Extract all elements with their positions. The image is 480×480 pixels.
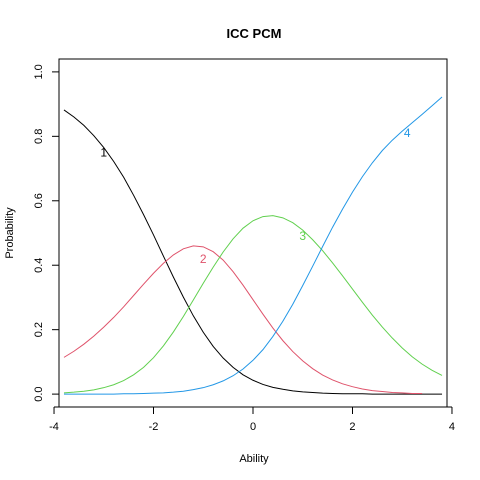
chart-title: ICC PCM <box>227 26 282 41</box>
y-tick-label: 0.2 <box>33 322 45 337</box>
series-line-3 <box>63 215 443 394</box>
x-tick-label: -4 <box>49 421 59 433</box>
series-line-1 <box>63 109 443 395</box>
x-tick-label: 0 <box>250 421 256 433</box>
x-tick-label: 2 <box>349 421 355 433</box>
series-label-2: 2 <box>200 252 207 266</box>
series-line-4 <box>63 96 443 395</box>
y-tick-label: 0.0 <box>33 386 45 401</box>
x-axis: -4 -2 0 2 4 <box>49 406 455 433</box>
series-line-2 <box>63 245 423 394</box>
x-tick-label: 4 <box>449 421 455 433</box>
y-tick-label: 0.4 <box>33 258 45 273</box>
y-axis: 0.0 0.2 0.4 0.6 0.8 1.0 <box>33 64 60 402</box>
x-tick-label: -2 <box>149 421 159 433</box>
series-label-3: 3 <box>299 229 306 243</box>
y-axis-label: Probability <box>4 207 16 259</box>
y-tick-label: 1.0 <box>33 64 45 79</box>
y-tick-label: 0.6 <box>33 193 45 208</box>
plot-frame <box>58 58 448 408</box>
series-label-1: 1 <box>100 145 107 159</box>
y-tick-label: 0.8 <box>33 129 45 144</box>
series-label-4: 4 <box>404 126 411 140</box>
x-axis-label: Ability <box>239 453 269 465</box>
series-layer: 1 2 3 4 <box>63 96 443 395</box>
